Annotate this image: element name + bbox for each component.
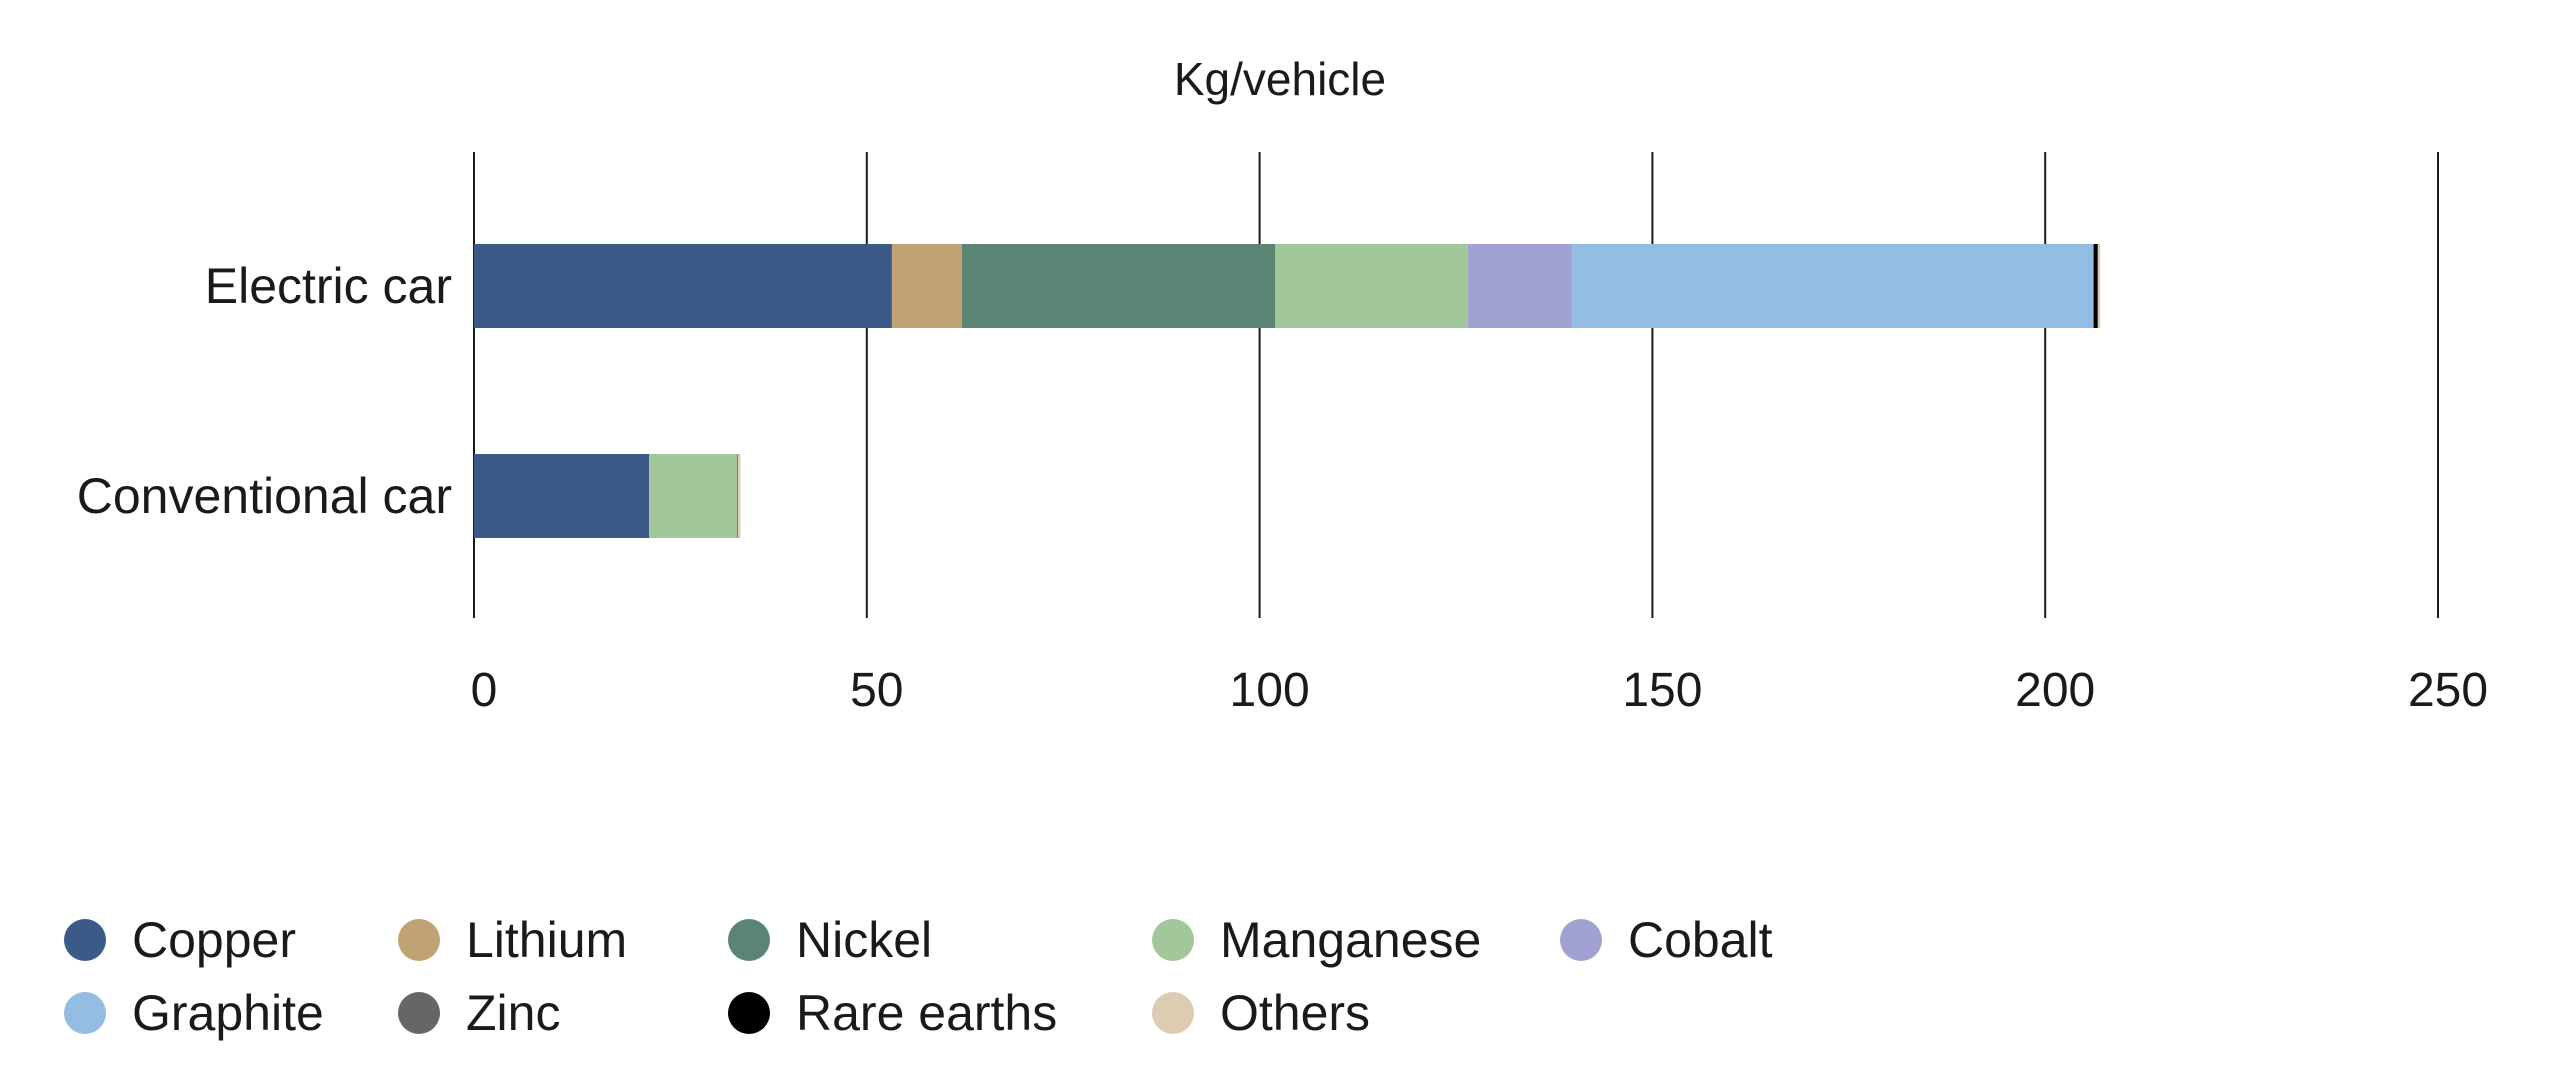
x-tick-label: 0 bbox=[471, 664, 498, 717]
bar-electric-car-graphite bbox=[1572, 244, 2094, 328]
bar-electric-car-copper bbox=[474, 244, 892, 328]
legend-label-rare-earths: Rare earths bbox=[796, 985, 1057, 1041]
bar-conventional-car-others bbox=[737, 454, 741, 538]
legend-swatch-others bbox=[1152, 992, 1194, 1034]
legend: Copper Lithium Nickel Manganese Cobalt Graphi… bbox=[64, 912, 1773, 1041]
legend-swatch-nickel bbox=[728, 919, 770, 961]
category-label-electric-car: Electric car bbox=[205, 258, 452, 314]
bar-electric-car-lithium bbox=[891, 244, 962, 328]
legend-label-nickel: Nickel bbox=[796, 912, 932, 968]
gridlines bbox=[473, 152, 2439, 618]
bar-electric-car-zinc bbox=[2093, 244, 2095, 328]
bars bbox=[474, 244, 2101, 538]
legend-label-copper: Copper bbox=[132, 912, 296, 968]
legend-label-zinc: Zinc bbox=[466, 985, 560, 1041]
x-tick-label: 200 bbox=[2015, 664, 2095, 717]
x-tick-label: 100 bbox=[1230, 664, 1310, 717]
bar-electric-car-manganese bbox=[1275, 244, 1468, 328]
legend-label-manganese: Manganese bbox=[1220, 912, 1481, 968]
chart-title: Kg/vehicle bbox=[1174, 53, 1386, 105]
legend-swatch-rare-earths bbox=[728, 992, 770, 1034]
category-labels: Electric car Conventional car bbox=[77, 258, 452, 524]
bar-electric-car-cobalt bbox=[1467, 244, 1573, 328]
legend-swatch-graphite bbox=[64, 992, 106, 1034]
bar-electric-car-others bbox=[2097, 244, 2101, 328]
legend-label-graphite: Graphite bbox=[132, 985, 324, 1041]
x-tick-label: 50 bbox=[850, 664, 903, 717]
bar-conventional-car-zinc bbox=[737, 454, 739, 538]
legend-swatch-cobalt bbox=[1560, 919, 1602, 961]
legend-swatch-copper bbox=[64, 919, 106, 961]
x-tick-label: 150 bbox=[1622, 664, 1702, 717]
legend-swatch-manganese bbox=[1152, 919, 1194, 961]
legend-swatch-zinc bbox=[398, 992, 440, 1034]
bar-electric-car-rare-earths bbox=[2093, 244, 2098, 328]
legend-swatch-lithium bbox=[398, 919, 440, 961]
legend-label-lithium: Lithium bbox=[466, 912, 627, 968]
x-tick-labels: 0 50 100 150 200 250 bbox=[471, 664, 2488, 717]
x-tick-label: 250 bbox=[2408, 664, 2488, 717]
legend-label-others: Others bbox=[1220, 985, 1370, 1041]
legend-label-cobalt: Cobalt bbox=[1628, 912, 1773, 968]
bar-electric-car-nickel bbox=[961, 244, 1276, 328]
bar-conventional-car-manganese bbox=[649, 454, 738, 538]
category-label-conventional-car: Conventional car bbox=[77, 468, 452, 524]
bar-conventional-car-copper bbox=[474, 454, 650, 538]
